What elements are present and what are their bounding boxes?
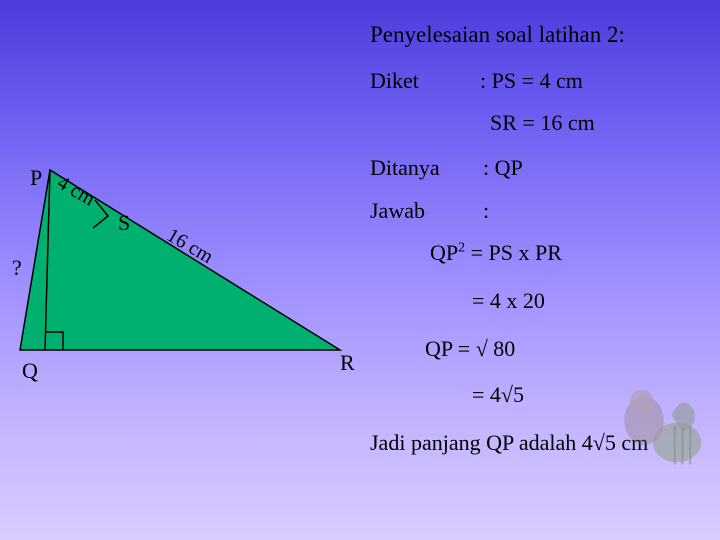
vertex-s: S (118, 210, 130, 236)
vertex-p: P (30, 165, 42, 191)
vertex-q: Q (22, 358, 38, 384)
vertex-r: R (340, 350, 355, 376)
decorative-illustration (600, 360, 710, 470)
question-mark: ? (12, 255, 22, 281)
